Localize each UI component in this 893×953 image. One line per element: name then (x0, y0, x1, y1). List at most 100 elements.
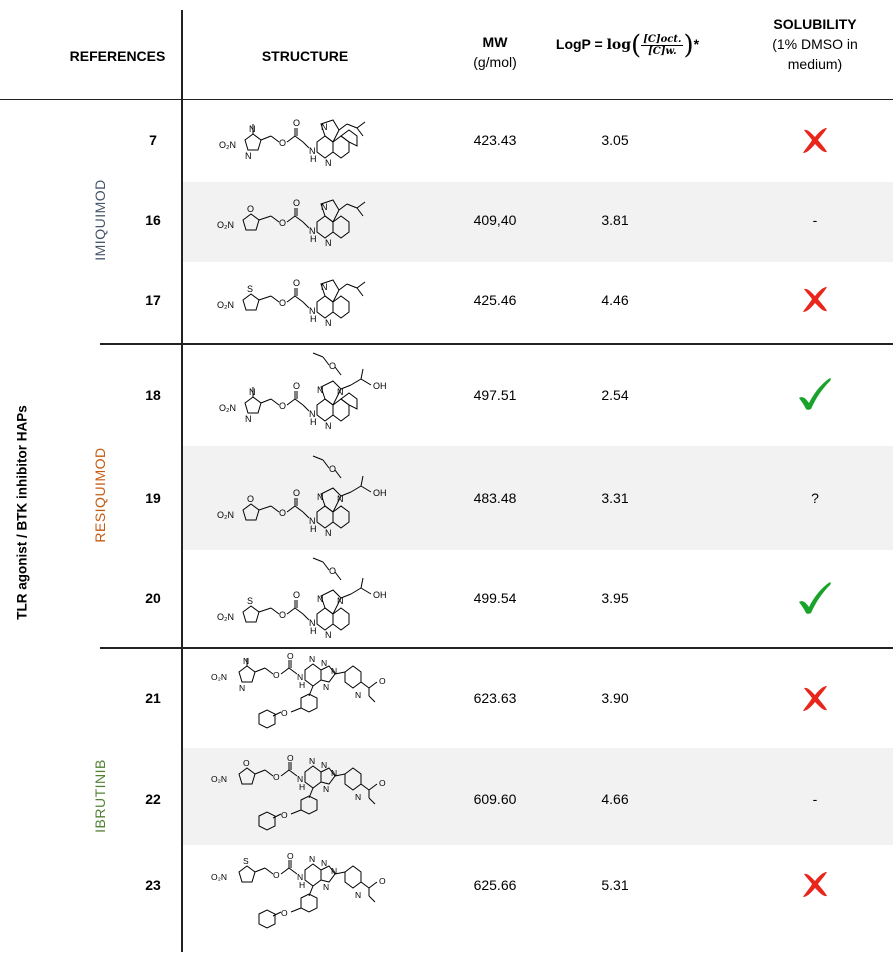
svg-text:O: O (273, 870, 280, 880)
svg-text:N: N (325, 421, 332, 431)
svg-text:H: H (310, 154, 317, 164)
ref-16: 16 (145, 212, 161, 228)
svg-text:O: O (279, 298, 286, 308)
cross-icon (803, 686, 827, 711)
svg-text:N: N (309, 654, 315, 664)
svg-text:N: N (297, 872, 303, 882)
svg-text:S: S (243, 856, 249, 866)
svg-text:N: N (317, 594, 324, 604)
svg-text:OH: OH (373, 590, 387, 600)
svg-text:O: O (273, 772, 280, 782)
solubility-sub2: medium) (787, 56, 843, 72)
solubility-20 (760, 580, 870, 616)
solubility-22: - (812, 791, 818, 807)
group-divider-2 (100, 647, 893, 649)
mw-16: 409,40 (473, 212, 517, 228)
mw-20: 499.54 (473, 590, 517, 606)
solubility-title: SOLUBILITY (773, 16, 857, 32)
row-shade-22 (182, 748, 893, 845)
ref-19: 19 (145, 490, 161, 506)
svg-text:O: O (279, 508, 286, 518)
solubility-21 (760, 682, 870, 714)
svg-text:O₂N: O₂N (211, 672, 227, 682)
svg-text:N: N (325, 318, 332, 328)
svg-text:O: O (379, 876, 386, 886)
svg-text:O₂N: O₂N (219, 403, 236, 413)
column-divider (181, 10, 183, 952)
svg-text:N: N (321, 282, 328, 292)
solubility-19: ? (811, 490, 819, 506)
ref-21: 21 (145, 690, 161, 706)
mw-22: 609.60 (473, 791, 517, 807)
svg-text:N: N (245, 151, 252, 161)
header-solubility: SOLUBILITY (1% DMSO in medium) (745, 14, 885, 74)
svg-text:O: O (293, 198, 300, 208)
svg-text:N: N (309, 409, 316, 419)
svg-text:N: N (309, 756, 315, 766)
cross-icon (803, 128, 827, 153)
svg-text:O: O (247, 494, 254, 504)
logp-18: 2.54 (601, 387, 629, 403)
svg-text:O: O (287, 753, 294, 763)
svg-text:N: N (337, 596, 344, 606)
ref-17: 17 (145, 292, 161, 308)
svg-text:N: N (309, 226, 316, 236)
solubility-16: - (812, 212, 818, 228)
logp-19: 3.31 (601, 490, 629, 506)
logp-21: 3.90 (601, 690, 629, 706)
svg-text:O: O (281, 908, 288, 918)
header-divider (0, 99, 893, 100)
svg-text:N: N (337, 494, 344, 504)
svg-text:N: N (249, 124, 256, 134)
svg-text:N: N (297, 774, 303, 784)
mw-7: 423.43 (473, 132, 517, 148)
svg-text:O: O (379, 778, 386, 788)
svg-text:N: N (337, 387, 344, 397)
mw-18: 497.51 (473, 387, 517, 403)
header-references: REFERENCES (69, 48, 166, 64)
ref-23: 23 (145, 877, 161, 893)
svg-text:N: N (331, 866, 337, 876)
svg-text:N: N (355, 792, 361, 802)
logp-23: 5.31 (601, 877, 629, 893)
svg-text:N: N (317, 385, 324, 395)
svg-text:H: H (310, 626, 317, 636)
header-structure: STRUCTURE (261, 48, 349, 64)
svg-text:H: H (310, 234, 317, 244)
group-divider-1 (100, 343, 893, 345)
check-icon (799, 582, 831, 614)
ref-7: 7 (149, 132, 157, 148)
cross-icon (803, 287, 827, 312)
svg-text:H: H (310, 314, 317, 324)
logp-log: log (606, 37, 632, 54)
svg-text:O: O (279, 610, 286, 620)
svg-text:O₂N: O₂N (211, 774, 227, 784)
svg-text:N: N (239, 683, 245, 693)
svg-text:N: N (323, 784, 329, 794)
svg-text:O: O (281, 708, 288, 718)
header-mw-title: MW (482, 34, 508, 50)
check-icon (799, 378, 831, 410)
svg-text:O₂N: O₂N (219, 140, 236, 150)
svg-text:H: H (299, 680, 305, 690)
solubility-17 (760, 283, 870, 315)
logp-denominator: [C]w. (648, 46, 677, 57)
svg-text:O₂N: O₂N (217, 220, 234, 230)
svg-text:O: O (293, 381, 300, 391)
svg-text:N: N (323, 682, 329, 692)
logp-numerator: [C]oct. (641, 34, 684, 46)
svg-text:O: O (293, 488, 300, 498)
svg-text:N: N (321, 760, 327, 770)
svg-text:S: S (247, 284, 253, 294)
